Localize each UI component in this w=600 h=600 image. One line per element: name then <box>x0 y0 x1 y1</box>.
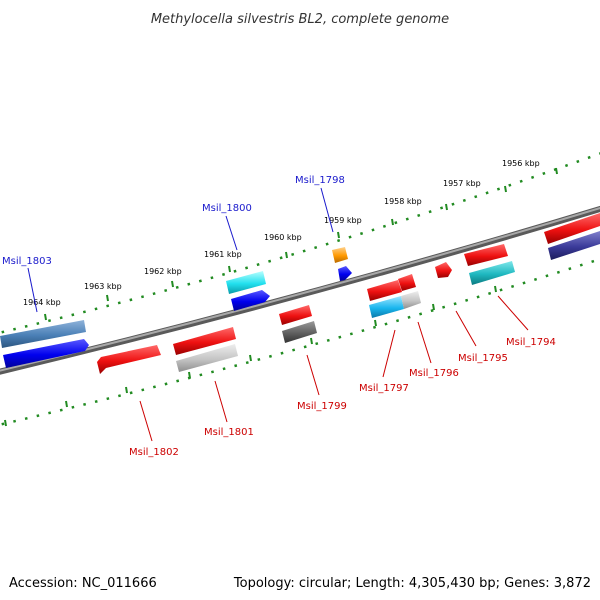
gene-labels-forward: Msil_1803 Msil_1800 Msil_1798 <box>2 175 345 267</box>
gene-label-msil-1801[interactable]: Msil_1801 <box>204 427 254 438</box>
scale-label-1961: 1961 kbp <box>204 250 242 259</box>
inner-major-ticks <box>4 285 497 427</box>
gene-msil-1801-arrow[interactable] <box>176 344 238 372</box>
gene-msil-1798-upper-arrow[interactable] <box>332 247 348 263</box>
gene-msil-1800-upper-arrow[interactable] <box>226 271 266 294</box>
scale-label-1964: 1964 kbp <box>23 298 61 307</box>
gene-msil-1803[interactable] <box>0 320 89 368</box>
gene-label-msil-1796[interactable]: Msil_1796 <box>409 368 459 379</box>
scale-label-1959: 1959 kbp <box>324 216 362 225</box>
gene-label-msil-1799[interactable]: Msil_1799 <box>297 401 347 412</box>
gene-label-msil-1802[interactable]: Msil_1802 <box>129 447 179 458</box>
gene-msil-1801-upper-arrow[interactable] <box>173 327 236 355</box>
gene-msil-1799-arrow[interactable] <box>282 321 317 343</box>
gene-msil-1802-arrow[interactable] <box>97 345 161 374</box>
gene-msil-1803-arrow[interactable] <box>3 339 89 368</box>
gene-msil-1798-arrow[interactable] <box>338 266 352 281</box>
figure-title: Methylocella silvestris BL2, complete ge… <box>151 12 449 27</box>
gene-label-msil-1794[interactable]: Msil_1794 <box>506 337 556 348</box>
leader-lines-reverse <box>139 295 529 442</box>
gene-msil-1803-upper-arrow[interactable] <box>0 320 86 348</box>
gene-msil-1794-upper-arrow[interactable] <box>544 213 600 244</box>
gene-msil-1797-upper-arrow-2[interactable] <box>398 274 416 291</box>
genome-summary-text: Topology: circular; Length: 4,305,430 bp… <box>233 576 591 591</box>
leader-lines-forward <box>27 187 334 313</box>
gene-msil-1797-arrow-2[interactable] <box>401 291 421 309</box>
gene-msil-1794[interactable] <box>544 213 600 260</box>
gene-msil-1794-arrow[interactable] <box>548 231 600 260</box>
gene-msil-1795[interactable] <box>464 244 515 285</box>
gene-label-msil-1798[interactable]: Msil_1798 <box>295 175 345 186</box>
gene-label-msil-1797[interactable]: Msil_1797 <box>359 383 409 394</box>
scale-labels: 1956 kbp 1957 kbp 1958 kbp 1959 kbp 1960… <box>23 159 540 307</box>
gene-msil-1797[interactable] <box>367 274 421 318</box>
gene-msil-1802[interactable] <box>97 345 161 374</box>
gene-msil-1797-upper-arrow[interactable] <box>367 280 402 301</box>
gene-msil-1796-arrow[interactable] <box>435 262 452 278</box>
gene-msil-1799-upper-arrow[interactable] <box>279 305 312 325</box>
gene-msil-1796[interactable] <box>435 262 452 278</box>
gene-label-msil-1795[interactable]: Msil_1795 <box>458 353 508 364</box>
gene-msil-1800-arrow[interactable] <box>231 290 270 311</box>
gene-msil-1799[interactable] <box>279 305 317 343</box>
scale-label-1956: 1956 kbp <box>502 159 540 168</box>
scale-label-1963: 1963 kbp <box>84 282 122 291</box>
gene-msil-1800[interactable] <box>226 271 270 311</box>
scale-label-1957: 1957 kbp <box>443 179 481 188</box>
gene-msil-1795-arrow[interactable] <box>469 261 515 285</box>
gene-msil-1795-upper-arrow[interactable] <box>464 244 508 266</box>
gene-label-msil-1803[interactable]: Msil_1803 <box>2 256 52 267</box>
gene-label-msil-1800[interactable]: Msil_1800 <box>202 203 252 214</box>
scale-label-1958: 1958 kbp <box>384 197 422 206</box>
accession-text: Accession: NC_011666 <box>9 576 157 591</box>
gene-msil-1797-arrow[interactable] <box>369 296 404 318</box>
scale-label-1960: 1960 kbp <box>264 233 302 242</box>
gene-msil-1798[interactable] <box>332 247 352 281</box>
gene-msil-1801[interactable] <box>173 327 238 372</box>
outer-major-ticks <box>44 167 558 321</box>
scale-label-1962: 1962 kbp <box>144 267 182 276</box>
gene-labels-reverse: Msil_1802 Msil_1801 Msil_1799 Msil_1797 … <box>129 337 556 458</box>
